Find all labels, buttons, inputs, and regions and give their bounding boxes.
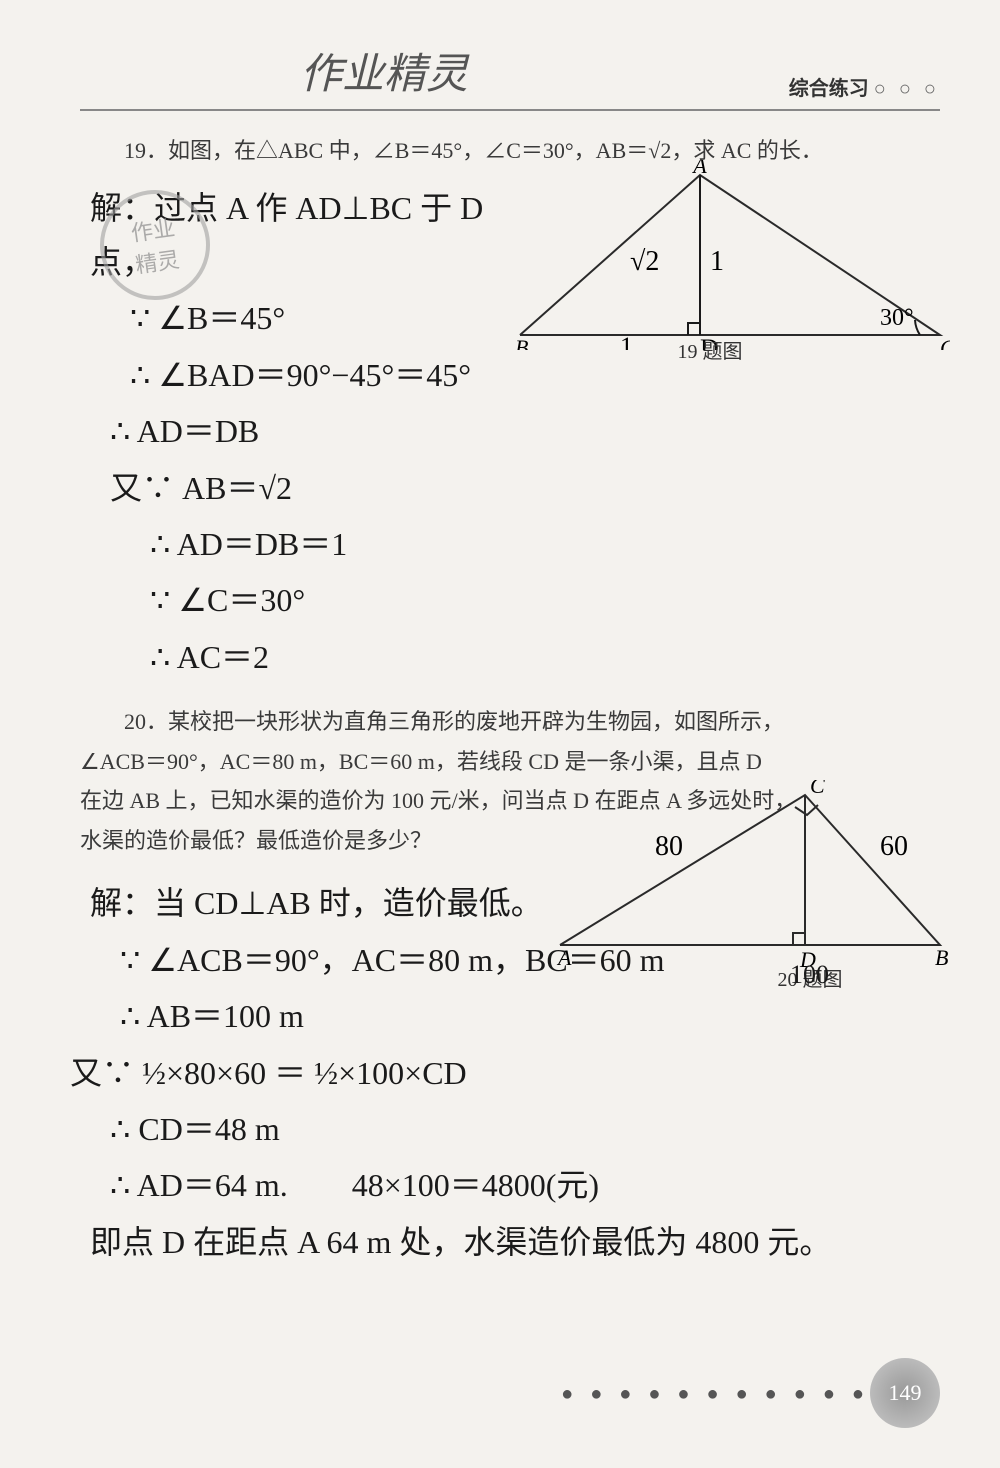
page-number: 149	[870, 1358, 940, 1428]
p20-hw-3: 又∵ ½×80×60 ＝ ½×100×CD	[70, 1046, 940, 1100]
p19-hw-1: ∵ ∠B＝45°	[130, 291, 550, 345]
page-number-value: 149	[889, 1380, 922, 1406]
p20-hw-5: ∴ AD＝64 m. 48×100＝4800(元)	[110, 1158, 940, 1212]
figure-20: A B C D 80 60 20 题图 100	[550, 780, 950, 992]
ab-hw-100: 100	[790, 960, 829, 990]
bd-length: 1	[620, 332, 633, 350]
header-title: 作业精灵	[300, 40, 468, 101]
label-c: C	[940, 335, 950, 350]
footer-dots: ● ● ● ● ● ● ● ● ● ● ●	[561, 1383, 870, 1406]
ac-length: 80	[655, 831, 683, 862]
ad-length: 1	[710, 246, 724, 277]
problem-20: 20．某校把一块形状为直角三角形的废地开辟为生物园，如图所示， ∠ACB＝90°…	[80, 702, 940, 1269]
triangle-abc-20	[560, 795, 940, 945]
label-b: B	[515, 335, 528, 350]
p19-hw-3: ∴ AD＝DB	[110, 404, 550, 458]
header-section: 综合练习 ○ ○ ○	[789, 72, 940, 101]
ab-length: √2	[630, 246, 659, 277]
angle-c-value: 30°	[880, 305, 914, 331]
section-dots: ○ ○ ○	[874, 78, 940, 100]
triangle-abc	[520, 175, 940, 335]
right-angle-mark	[688, 323, 700, 335]
p20-hw-4: ∴ CD＝48 m	[110, 1102, 940, 1156]
p19-hw-4: 又∵ AB＝√2	[110, 461, 550, 515]
p20-hw-6: 即点 D 在距点 A 64 m 处，水渠造价最低为 4800 元。	[90, 1215, 940, 1269]
label-a-20: A	[556, 945, 572, 970]
p19-hw-6: ∵ ∠C＝30°	[150, 573, 550, 627]
p19-handwritten: 解：过点 A 作 AD⊥BC 于 D 点， ∵ ∠B＝45° ∴ ∠BAD＝90…	[90, 181, 550, 685]
label-a: A	[691, 160, 707, 178]
bc-length: 60	[880, 831, 908, 862]
right-angle-d	[793, 933, 805, 945]
p19-hw-7: ∴ AC＝2	[150, 630, 550, 684]
header-rule: 作业精灵 综合练习 ○ ○ ○	[80, 40, 940, 111]
label-c-20: C	[810, 780, 825, 798]
p19-hw-5: ∴ AD＝DB＝1	[150, 517, 550, 571]
p20-hw-2: ∴ AB＝100 m	[120, 989, 940, 1043]
section-label: 综合练习	[789, 78, 869, 100]
p20-printed-1: ∠ACB＝90°，AC＝80 m，BC＝60 m，若线段 CD 是一条小渠，且点…	[80, 742, 940, 782]
p20-printed-0: 20．某校把一块形状为直角三角形的废地开辟为生物园，如图所示，	[80, 702, 940, 742]
p19-hw-0: 解：过点 A 作 AD⊥BC 于 D 点，	[90, 181, 550, 290]
triangle-19-svg: A B C √2 1 1 D 30°	[510, 160, 950, 350]
p19-hw-2: ∴ ∠BAD＝90°−45°＝45°	[130, 348, 550, 402]
label-b-20: B	[935, 945, 948, 970]
figure-19: A B C √2 1 1 D 30° 19 题图	[510, 160, 950, 364]
page: 作业精灵 综合练习 ○ ○ ○ 19．如图，在△ABC 中，∠B＝45°，∠C＝…	[0, 0, 1000, 1468]
triangle-20-svg: A B C D 80 60	[550, 780, 950, 970]
problem-19: 19．如图，在△ABC 中，∠B＝45°，∠C＝30°，AB＝√2，求 AC 的…	[80, 131, 940, 684]
